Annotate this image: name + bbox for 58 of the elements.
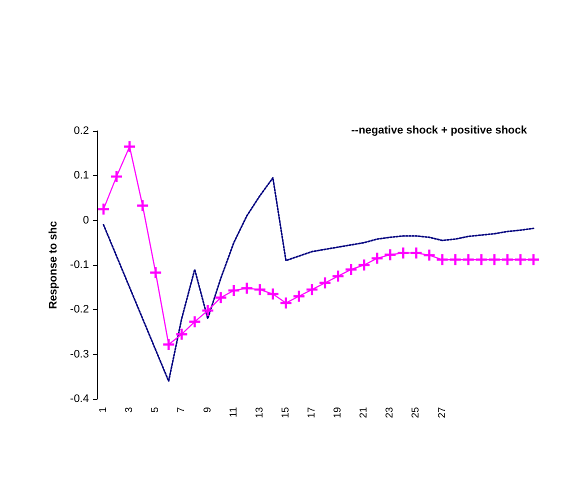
annotation: --negative shock + positive shock (351, 124, 528, 136)
point (163, 339, 174, 350)
point (124, 141, 136, 152)
x-tick-label: 19 (332, 406, 344, 418)
x-tick-label: 25 (410, 406, 422, 418)
point (514, 254, 526, 266)
y-tick-label: 0 (82, 214, 89, 226)
point (254, 284, 266, 296)
point (306, 284, 318, 296)
y-tick-label: -0.4 (70, 393, 89, 405)
point (267, 288, 278, 300)
point (320, 277, 331, 288)
x-tick-label: 17 (306, 406, 318, 418)
point (150, 267, 162, 278)
y-tick-label: 0.1 (74, 170, 89, 182)
y-tick-label: -0.3 (70, 348, 89, 360)
point (280, 297, 292, 308)
point (450, 254, 461, 266)
y-tick-label: -0.2 (70, 304, 89, 316)
point (332, 270, 344, 282)
point (293, 290, 304, 302)
y-tick-label: -0.1 (70, 259, 89, 271)
y-axis-title: Response to shc (48, 220, 60, 310)
point (502, 254, 513, 266)
x-tick-label: 9 (202, 406, 214, 413)
x-tick-label: 15 (280, 406, 292, 418)
point (346, 264, 357, 275)
point (372, 252, 383, 264)
point (176, 328, 188, 340)
x-tick-label: 21 (358, 406, 370, 418)
point (398, 247, 409, 258)
point (436, 254, 448, 266)
point (215, 292, 226, 304)
x-tick-label: 27 (436, 406, 448, 418)
point (358, 260, 370, 270)
point (228, 284, 240, 296)
x-tick-label: 7 (176, 406, 188, 413)
point (202, 305, 214, 316)
x-tick-label: 13 (254, 406, 266, 418)
point (424, 250, 435, 261)
point (241, 282, 252, 294)
x-tick-label: 5 (150, 406, 162, 413)
point (98, 204, 110, 215)
point (189, 316, 200, 328)
x-tick-label: 1 (98, 406, 110, 413)
x-tick-label: 3 (124, 406, 136, 413)
line-series (102, 177, 534, 382)
x-tick-label: 23 (384, 406, 396, 418)
point (384, 249, 396, 260)
point (488, 254, 500, 266)
point (528, 254, 539, 266)
y-tick-label: 0.2 (74, 125, 89, 137)
point (410, 247, 422, 258)
point (111, 171, 122, 182)
x-tick-label: 11 (228, 406, 240, 418)
point (476, 254, 487, 266)
point (462, 254, 474, 266)
point (137, 200, 148, 212)
